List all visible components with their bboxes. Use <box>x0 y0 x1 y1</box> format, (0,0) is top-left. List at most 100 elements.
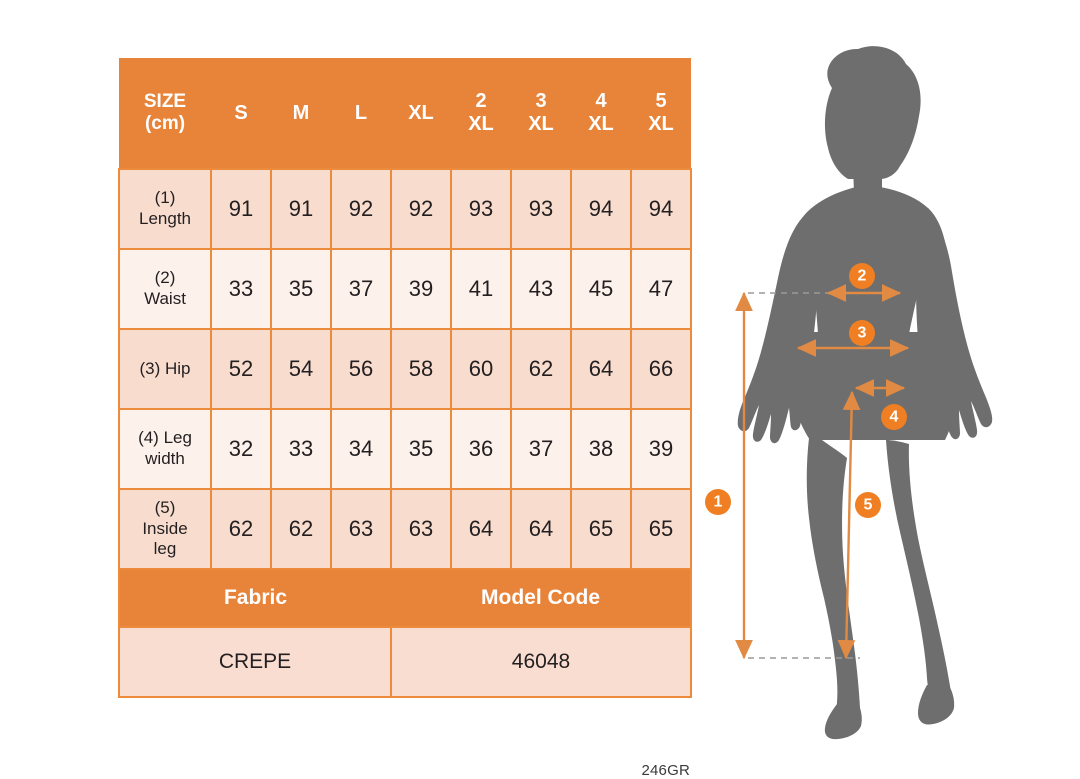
table-row: (2) Waist 33 35 37 39 41 43 45 47 <box>118 248 692 330</box>
cell-length-xl: 92 <box>390 168 452 250</box>
cell-length-4xl: 94 <box>570 168 632 250</box>
table-header-row: SIZE (cm) S M L XL <box>119 58 691 169</box>
cell-legwidth-xl: 35 <box>390 408 452 490</box>
cell-waist-l: 37 <box>330 248 392 330</box>
row-label-leg-width: (4) Leg width <box>118 408 212 490</box>
cell-waist-s: 33 <box>210 248 272 330</box>
cell-hip-4xl: 64 <box>570 328 632 410</box>
row-label-hip: (3) Hip <box>118 328 212 410</box>
header-col-2xl: 2 XL <box>451 58 511 169</box>
header-col-m-line1: M <box>292 101 310 124</box>
badge-1: 1 <box>705 489 731 515</box>
cell-legwidth-5xl: 39 <box>630 408 692 490</box>
cell-insideleg-s: 62 <box>210 488 272 570</box>
row-label-length: (1) Length <box>118 168 212 250</box>
row-label-inside-leg-line1: (5) <box>154 497 176 517</box>
table-row: (3) Hip 52 54 56 58 60 62 64 66 <box>118 328 692 410</box>
badge-5-label: 5 <box>864 497 873 514</box>
female-body-silhouette-icon <box>737 46 993 740</box>
cell-insideleg-2xl: 64 <box>450 488 512 570</box>
row-label-leg-width-line1: (4) Leg <box>138 428 192 448</box>
footer-value-fabric: CREPE <box>118 626 392 698</box>
footer-value-model-code: 46048 <box>390 626 692 698</box>
measurement-figure-panel: 1 2 3 4 5 <box>690 40 1080 750</box>
row-label-waist: (2) Waist <box>118 248 212 330</box>
header-size-line2: (cm) <box>144 113 186 134</box>
header-col-s: S <box>211 58 271 169</box>
row-label-inside-leg-line3: leg <box>153 539 177 559</box>
header-col-xl: XL <box>391 58 451 169</box>
measurement-badges: 1 2 3 4 5 <box>705 263 907 518</box>
badge-1-label: 1 <box>714 494 723 511</box>
badge-2: 2 <box>849 263 875 289</box>
badge-3-label: 3 <box>858 325 867 342</box>
header-col-xl-line1: XL <box>408 101 434 124</box>
size-chart-table: SIZE (cm) S M L XL <box>118 58 692 698</box>
cell-hip-xl: 58 <box>390 328 452 410</box>
header-col-s-line1: S <box>234 101 248 124</box>
row-label-waist-line1: (2) <box>154 268 176 288</box>
cell-insideleg-m: 62 <box>270 488 332 570</box>
row-label-inside-leg: (5) Inside leg <box>118 488 212 570</box>
badge-3: 3 <box>849 320 875 346</box>
cell-waist-4xl: 45 <box>570 248 632 330</box>
header-col-2xl-line1: 2 <box>475 90 487 112</box>
cell-waist-m: 35 <box>270 248 332 330</box>
cell-length-m: 91 <box>270 168 332 250</box>
chart-caption: 246GR <box>641 762 690 779</box>
cell-length-l: 92 <box>330 168 392 250</box>
header-size-line1: SIZE <box>143 91 187 113</box>
cell-waist-5xl: 47 <box>630 248 692 330</box>
header-col-3xl-line1: 3 <box>535 90 547 112</box>
cell-legwidth-3xl: 37 <box>510 408 572 490</box>
cell-waist-3xl: 43 <box>510 248 572 330</box>
cell-waist-2xl: 41 <box>450 248 512 330</box>
header-col-4xl-line1: 4 <box>595 90 607 112</box>
footer-value-row: CREPE 46048 <box>118 626 692 698</box>
cell-insideleg-4xl: 65 <box>570 488 632 570</box>
row-label-length-line2: Length <box>139 209 191 228</box>
header-col-4xl-line2: XL <box>588 113 614 135</box>
cell-legwidth-s: 32 <box>210 408 272 490</box>
cell-legwidth-m: 33 <box>270 408 332 490</box>
cell-insideleg-l: 63 <box>330 488 392 570</box>
header-col-l: L <box>331 58 391 169</box>
header-col-l-line1: L <box>354 101 368 124</box>
footer-label-fabric: Fabric <box>119 569 391 627</box>
cell-legwidth-4xl: 38 <box>570 408 632 490</box>
row-label-waist-line2: Waist <box>144 289 186 308</box>
cell-hip-3xl: 62 <box>510 328 572 410</box>
cell-legwidth-2xl: 36 <box>450 408 512 490</box>
badge-1-circle <box>705 489 731 515</box>
badge-4: 4 <box>881 404 907 430</box>
badge-4-label: 4 <box>890 409 899 426</box>
cell-length-s: 91 <box>210 168 272 250</box>
row-label-leg-width-line2: width <box>145 449 185 468</box>
header-col-4xl: 4 XL <box>571 58 631 169</box>
row-label-length-line1: (1) <box>154 188 176 208</box>
cell-hip-l: 56 <box>330 328 392 410</box>
badge-4-circle <box>881 404 907 430</box>
footer-header-row: Fabric Model Code <box>119 569 691 627</box>
table-row: (1) Length 91 91 92 92 93 93 94 94 <box>118 168 692 250</box>
cell-insideleg-xl: 63 <box>390 488 452 570</box>
table-row: (4) Leg width 32 33 34 35 36 37 38 39 <box>118 408 692 490</box>
cell-length-2xl: 93 <box>450 168 512 250</box>
cell-length-3xl: 93 <box>510 168 572 250</box>
size-chart-table-container: SIZE (cm) S M L XL <box>118 58 692 779</box>
cell-waist-xl: 39 <box>390 248 452 330</box>
header-col-2xl-line2: XL <box>468 113 494 135</box>
header-col-5xl-line1: 5 <box>655 90 667 112</box>
header-col-5xl: 5 XL <box>631 58 691 169</box>
header-col-3xl: 3 XL <box>511 58 571 169</box>
cell-hip-2xl: 60 <box>450 328 512 410</box>
badge-5-circle <box>855 492 881 518</box>
table-row: (5) Inside leg 62 62 63 63 64 64 65 65 <box>118 488 692 570</box>
header-col-3xl-line2: XL <box>528 113 554 135</box>
row-label-inside-leg-line2: Inside <box>142 518 188 538</box>
cell-hip-m: 54 <box>270 328 332 410</box>
badge-2-circle <box>849 263 875 289</box>
footer-label-model-code: Model Code <box>391 569 691 627</box>
cell-length-5xl: 94 <box>630 168 692 250</box>
row-label-hip-line1: (3) Hip <box>139 358 191 378</box>
